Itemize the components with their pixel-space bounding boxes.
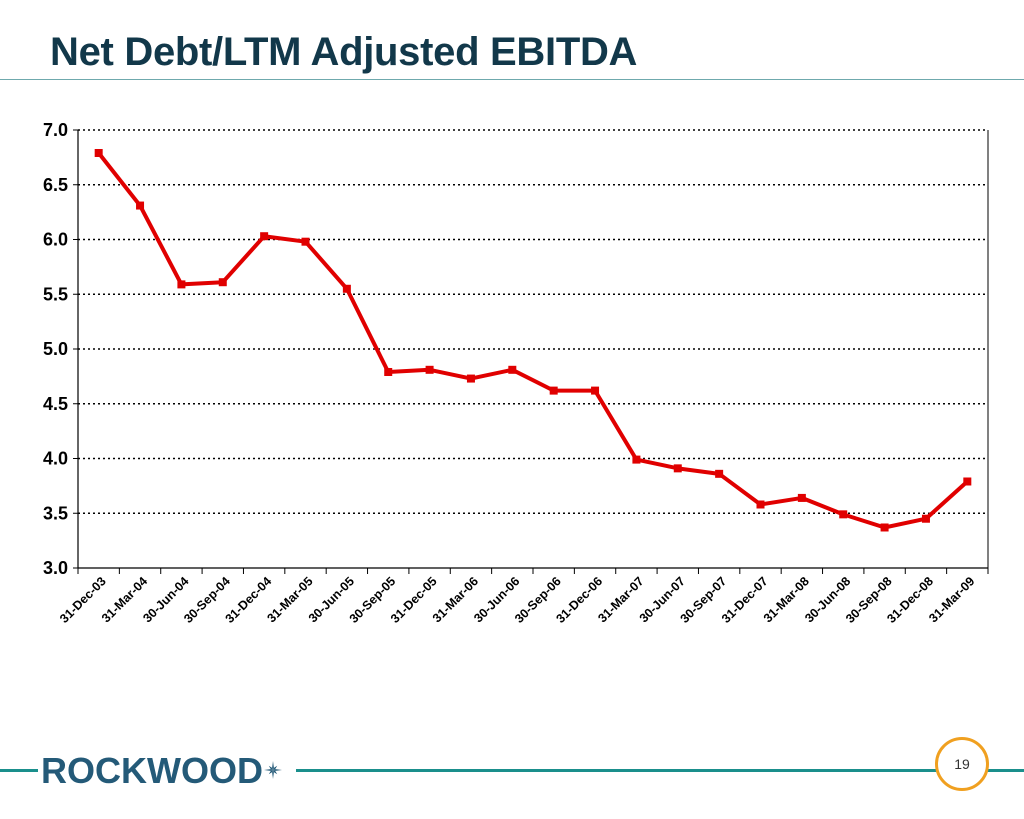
data-point-marker bbox=[550, 387, 558, 395]
data-point-marker bbox=[715, 470, 723, 478]
y-tick-label: 5.5 bbox=[43, 284, 68, 304]
data-point-marker bbox=[881, 523, 889, 531]
data-point-marker bbox=[260, 232, 268, 240]
chart-axes bbox=[73, 130, 988, 574]
y-tick-label: 4.5 bbox=[43, 394, 68, 414]
data-point-marker bbox=[384, 368, 392, 376]
data-point-marker bbox=[674, 464, 682, 472]
data-point-marker bbox=[591, 387, 599, 395]
data-point-marker bbox=[467, 375, 475, 383]
y-axis-tick-labels: 3.0 3.5 4.0 4.5 5.0 5.5 6.0 6.5 7.0 bbox=[43, 120, 68, 578]
y-tick-label: 3.5 bbox=[43, 503, 68, 523]
data-point-marker bbox=[798, 494, 806, 502]
y-tick-label: 5.0 bbox=[43, 339, 68, 359]
line-chart: 3.0 3.5 4.0 4.5 5.0 5.5 6.0 6.5 7.0 31-Dec-0331-… bbox=[0, 0, 1024, 819]
data-point-marker bbox=[136, 202, 144, 210]
y-tick-label: 4.0 bbox=[43, 449, 68, 469]
footer-rule-right bbox=[296, 769, 1024, 772]
data-point-marker bbox=[177, 280, 185, 288]
data-point-marker bbox=[508, 366, 516, 374]
chart-series bbox=[95, 149, 972, 531]
y-tick-label: 6.0 bbox=[43, 230, 68, 250]
y-tick-label: 7.0 bbox=[43, 120, 68, 140]
page-number-badge: 19 bbox=[935, 737, 989, 791]
company-logo: ROCKWOOD bbox=[37, 748, 287, 790]
data-point-marker bbox=[219, 278, 227, 286]
data-point-marker bbox=[839, 510, 847, 518]
data-point-marker bbox=[922, 515, 930, 523]
data-point-marker bbox=[426, 366, 434, 374]
footer-rule-left bbox=[0, 769, 38, 772]
chart-gridlines bbox=[78, 130, 988, 513]
compass-star-icon bbox=[264, 761, 282, 779]
x-axis-tick-labels: 31-Dec-0331-Mar-0430-Jun-0430-Sep-0431-D… bbox=[57, 574, 977, 626]
data-point-marker bbox=[343, 285, 351, 293]
x-tick-label: 31-Mar-09 bbox=[926, 574, 977, 625]
data-point-marker bbox=[632, 456, 640, 464]
y-tick-label: 6.5 bbox=[43, 175, 68, 195]
logo-text: ROCKWOOD bbox=[41, 750, 263, 790]
page-number: 19 bbox=[954, 756, 970, 772]
y-tick-label: 3.0 bbox=[43, 558, 68, 578]
data-point-marker bbox=[963, 477, 971, 485]
series-line bbox=[99, 153, 968, 527]
data-point-marker bbox=[95, 149, 103, 157]
data-point-marker bbox=[757, 500, 765, 508]
data-point-marker bbox=[302, 238, 310, 246]
